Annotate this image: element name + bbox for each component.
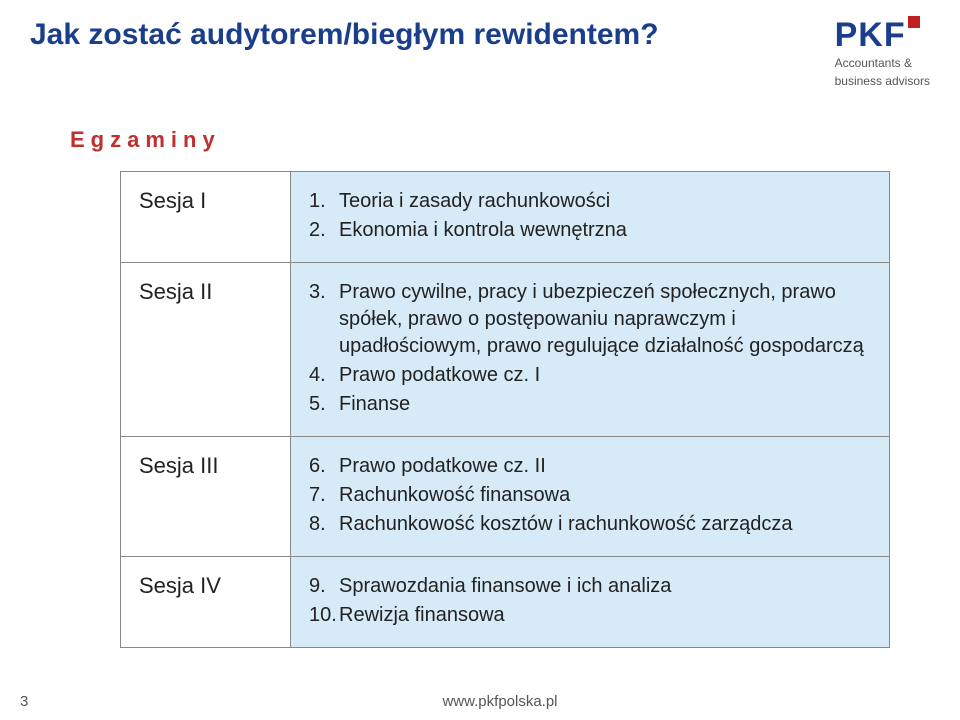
session-cell: Sesja III [121, 436, 291, 556]
page-title: Jak zostać audytorem/biegłym rewidentem? [30, 18, 659, 52]
item-number: 1. [309, 188, 339, 215]
items-list: 6.Prawo podatkowe cz. II 7.Rachunkowość … [309, 453, 871, 538]
exam-table-wrap: Sesja I 1.Teoria i zasady rachunkowości … [120, 171, 890, 648]
table-row: Sesja III 6.Prawo podatkowe cz. II 7.Rac… [121, 436, 890, 556]
item-text: Rachunkowość finansowa [339, 482, 570, 509]
item-text: Ekonomia i kontrola wewnętrzna [339, 217, 627, 244]
item-text: Prawo cywilne, pracy i ubezpieczeń społe… [339, 279, 871, 360]
items-list: 9.Sprawozdania finansowe i ich analiza 1… [309, 573, 871, 629]
list-item: 1.Teoria i zasady rachunkowości [309, 188, 871, 215]
table-row: Sesja IV 9.Sprawozdania finansowe i ich … [121, 556, 890, 647]
item-text: Sprawozdania finansowe i ich analiza [339, 573, 671, 600]
list-item: 2.Ekonomia i kontrola wewnętrzna [309, 217, 871, 244]
item-number: 8. [309, 511, 339, 538]
table-row: Sesja I 1.Teoria i zasady rachunkowości … [121, 171, 890, 262]
list-item: 10.Rewizja finansowa [309, 602, 871, 629]
item-text: Rewizja finansowa [339, 602, 505, 629]
list-item: 5.Finanse [309, 391, 871, 418]
session-cell: Sesja IV [121, 556, 291, 647]
item-number: 6. [309, 453, 339, 480]
item-number: 3. [309, 279, 339, 360]
logo-block: PKF Accountants & business advisors [835, 18, 930, 89]
items-cell: 1.Teoria i zasady rachunkowości 2.Ekonom… [291, 171, 890, 262]
list-item: 8.Rachunkowość kosztów i rachunkowość za… [309, 511, 871, 538]
session-cell: Sesja I [121, 171, 291, 262]
footer: 3 www.pkfpolska.pl [0, 693, 960, 710]
items-cell: 6.Prawo podatkowe cz. II 7.Rachunkowość … [291, 436, 890, 556]
items-list: 1.Teoria i zasady rachunkowości 2.Ekonom… [309, 188, 871, 244]
list-item: 6.Prawo podatkowe cz. II [309, 453, 871, 480]
item-number: 4. [309, 362, 339, 389]
footer-url: www.pkfpolska.pl [60, 693, 940, 710]
item-number: 5. [309, 391, 339, 418]
item-number: 9. [309, 573, 339, 600]
session-cell: Sesja II [121, 262, 291, 436]
logo-letters: PKF [835, 16, 906, 54]
item-text: Prawo podatkowe cz. I [339, 362, 540, 389]
item-text: Finanse [339, 391, 410, 418]
list-item: 3.Prawo cywilne, pracy i ubezpieczeń spo… [309, 279, 871, 360]
items-cell: 3.Prawo cywilne, pracy i ubezpieczeń spo… [291, 262, 890, 436]
item-text: Rachunkowość kosztów i rachunkowość zarz… [339, 511, 793, 538]
list-item: 9.Sprawozdania finansowe i ich analiza [309, 573, 871, 600]
logo-sub1: Accountants & [835, 56, 930, 70]
list-item: 7.Rachunkowość finansowa [309, 482, 871, 509]
items-cell: 9.Sprawozdania finansowe i ich analiza 1… [291, 556, 890, 647]
item-text: Prawo podatkowe cz. II [339, 453, 546, 480]
exam-table: Sesja I 1.Teoria i zasady rachunkowości … [120, 171, 890, 648]
page-number: 3 [20, 693, 60, 710]
logo-dot-icon [908, 16, 920, 28]
items-list: 3.Prawo cywilne, pracy i ubezpieczeń spo… [309, 279, 871, 418]
table-row: Sesja II 3.Prawo cywilne, pracy i ubezpi… [121, 262, 890, 436]
item-number: 7. [309, 482, 339, 509]
list-item: 4.Prawo podatkowe cz. I [309, 362, 871, 389]
item-text: Teoria i zasady rachunkowości [339, 188, 610, 215]
section-label: Egzaminy [70, 127, 960, 153]
header: Jak zostać audytorem/biegłym rewidentem?… [0, 0, 960, 89]
logo-sub2: business advisors [835, 74, 930, 88]
logo-text: PKF [835, 18, 906, 52]
item-number: 10. [309, 602, 339, 629]
item-number: 2. [309, 217, 339, 244]
